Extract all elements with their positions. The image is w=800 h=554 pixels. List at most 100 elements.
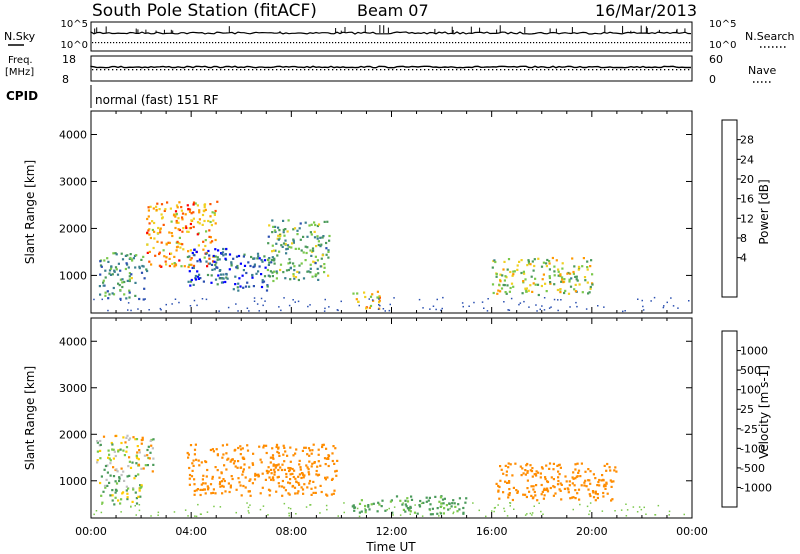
nave-dot bbox=[348, 69, 350, 71]
data-cell bbox=[173, 262, 176, 265]
data-cell bbox=[296, 492, 299, 495]
data-cell bbox=[449, 507, 451, 510]
data-cell bbox=[201, 478, 204, 481]
data-cell bbox=[582, 257, 585, 260]
noise-search-dot bbox=[143, 42, 145, 44]
data-cell bbox=[561, 267, 564, 270]
data-cell bbox=[677, 307, 679, 309]
data-cell bbox=[587, 292, 590, 295]
data-cell bbox=[265, 451, 268, 455]
data-cell bbox=[167, 241, 170, 244]
data-cell bbox=[314, 223, 317, 227]
data-cell bbox=[514, 462, 517, 465]
data-cell bbox=[114, 496, 117, 499]
data-cell bbox=[292, 228, 295, 231]
data-cell bbox=[112, 448, 115, 451]
data-cell bbox=[605, 482, 608, 485]
data-cell bbox=[548, 260, 551, 263]
data-cell bbox=[243, 457, 246, 460]
nave-dot bbox=[652, 69, 654, 71]
noise-search-dot bbox=[251, 42, 253, 44]
noise-search-dot bbox=[476, 42, 478, 44]
data-cell bbox=[541, 305, 543, 307]
data-cell bbox=[172, 214, 176, 217]
data-cell bbox=[275, 443, 279, 446]
data-cell bbox=[203, 256, 206, 259]
data-cell bbox=[505, 292, 508, 295]
data-cell bbox=[319, 484, 322, 487]
data-cell bbox=[262, 446, 265, 449]
noise-search-dot bbox=[161, 42, 163, 44]
nave-dot bbox=[552, 69, 554, 71]
data-cell bbox=[227, 457, 230, 460]
data-cell bbox=[181, 218, 184, 221]
data-cell bbox=[106, 484, 109, 487]
station-title: South Pole Station (fitACF) bbox=[92, 1, 317, 21]
data-cell bbox=[281, 494, 284, 497]
data-cell bbox=[601, 474, 604, 477]
nave-dot bbox=[328, 69, 330, 71]
xtick-label: 04:00 bbox=[175, 525, 207, 538]
data-cell bbox=[327, 274, 330, 277]
data-cell bbox=[135, 514, 137, 516]
data-cell bbox=[246, 281, 249, 284]
data-cell bbox=[200, 483, 203, 486]
data-cell bbox=[125, 436, 128, 439]
data-cell bbox=[265, 289, 269, 292]
data-cell bbox=[549, 486, 552, 490]
data-cell bbox=[292, 241, 295, 244]
noise-search-dot bbox=[149, 42, 151, 44]
data-cell bbox=[223, 479, 226, 483]
data-cell bbox=[351, 505, 354, 508]
data-cell bbox=[96, 450, 99, 453]
data-cell bbox=[316, 474, 319, 477]
data-cell bbox=[288, 512, 290, 515]
data-cell bbox=[293, 269, 296, 272]
data-cell bbox=[109, 267, 113, 270]
data-cell bbox=[256, 252, 260, 255]
data-cell bbox=[251, 276, 254, 279]
data-cell bbox=[541, 467, 544, 470]
data-cell bbox=[606, 462, 609, 466]
data-cell bbox=[232, 257, 235, 260]
nave-dot bbox=[640, 69, 642, 71]
data-cell bbox=[205, 460, 208, 464]
data-cell bbox=[431, 507, 434, 510]
data-cell bbox=[258, 445, 261, 448]
data-cell bbox=[583, 276, 587, 279]
data-cell bbox=[528, 306, 530, 308]
data-cell bbox=[261, 279, 264, 282]
data-cell bbox=[504, 275, 507, 278]
data-cell bbox=[319, 236, 322, 239]
data-cell bbox=[317, 448, 320, 451]
nave-dot bbox=[420, 69, 422, 71]
data-cell bbox=[431, 513, 434, 516]
nave-dot bbox=[672, 69, 674, 71]
data-cell bbox=[306, 453, 309, 456]
data-cell bbox=[249, 504, 251, 506]
data-cell bbox=[576, 462, 579, 465]
data-cell bbox=[557, 309, 559, 312]
data-cell bbox=[334, 470, 337, 473]
data-cell bbox=[393, 506, 396, 508]
velocity-data bbox=[93, 434, 685, 518]
noise-search-dot bbox=[671, 42, 673, 44]
data-cell bbox=[462, 305, 464, 308]
data-cell bbox=[524, 493, 527, 496]
nave-dot bbox=[452, 69, 454, 71]
data-cell bbox=[222, 254, 225, 257]
data-cell bbox=[594, 490, 597, 493]
data-cell bbox=[539, 476, 542, 479]
data-cell bbox=[422, 501, 425, 504]
data-cell bbox=[565, 480, 568, 483]
data-cell bbox=[136, 445, 139, 448]
data-cell bbox=[272, 464, 275, 467]
data-cell bbox=[297, 247, 300, 250]
data-cell bbox=[209, 448, 212, 452]
data-cell bbox=[544, 478, 547, 481]
data-cell bbox=[543, 494, 546, 497]
noise-search-dot bbox=[275, 42, 277, 44]
data-cell bbox=[212, 254, 215, 258]
data-cell bbox=[559, 482, 562, 485]
data-cell bbox=[440, 503, 442, 505]
